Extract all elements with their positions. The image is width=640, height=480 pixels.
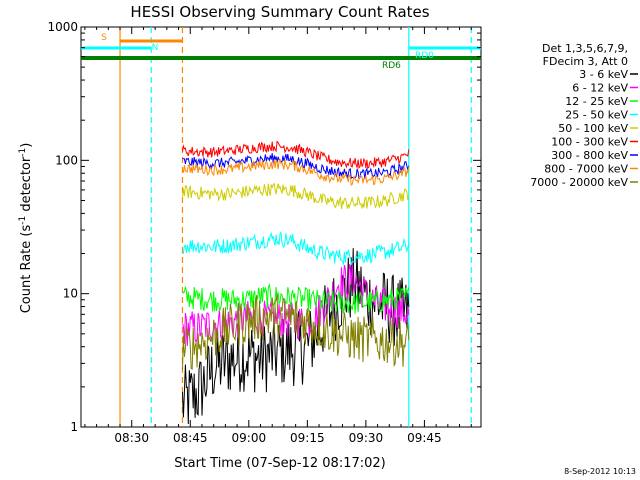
- legend-entry-label: 6 - 12 keV: [572, 82, 628, 95]
- flag-label-n: N: [152, 43, 159, 53]
- x-tick-label: 09:15: [290, 431, 325, 445]
- y-tick-label: 10: [63, 287, 78, 301]
- y-axis-label-end: ): [19, 143, 34, 148]
- chart-title: HESSI Observing Summary Count Rates: [130, 3, 429, 21]
- legend-entry-label: 800 - 7000 keV: [544, 163, 628, 176]
- legend-entry-label: 3 - 6 keV: [579, 68, 628, 81]
- time-markers: [119, 27, 472, 427]
- timestamp: 8-Sep-2012 10:13: [564, 467, 636, 476]
- flag-label-rd0: RD0: [415, 51, 434, 61]
- legend-entry-label: 100 - 300 keV: [551, 136, 628, 149]
- flag-bars: S N RD0 RD6: [81, 33, 481, 71]
- y-axis-label-exp1: -1: [18, 216, 28, 225]
- series-line-6: [182, 153, 410, 181]
- x-tick-label: 08:30: [114, 431, 149, 445]
- series-line-4: [182, 182, 410, 210]
- axis-ticks: 08:30 08:45 09:00 09:15 09:30 09:45 1 10 100 1000: [47, 20, 481, 445]
- flag-label-s: S: [101, 33, 107, 43]
- x-tick-label: 09:00: [232, 431, 267, 445]
- y-tick-label: 1000: [47, 20, 78, 34]
- x-tick-label: 09:45: [407, 431, 442, 445]
- series-line-8: [182, 294, 410, 370]
- legend-entry-label: 50 - 100 keV: [558, 122, 628, 135]
- legend-entry-label: 12 - 25 keV: [565, 95, 628, 108]
- y-axis-label-exp2: -1: [18, 148, 28, 157]
- plot-frame: [80, 26, 482, 428]
- legend: Det 1,3,5,6,7,9,FDecim 3, Att 03 - 6 keV…: [530, 42, 638, 189]
- y-axis-label: Count Rate (s-1 detector-1): [18, 143, 34, 314]
- x-tick-label: 08:45: [173, 431, 208, 445]
- plot-border: [80, 26, 482, 428]
- legend-entry-label: 300 - 800 keV: [551, 149, 628, 162]
- series-line-5: [182, 140, 410, 170]
- series-line-3: [182, 230, 410, 266]
- x-axis-label: Start Time (07-Sep-12 08:17:02): [174, 456, 385, 471]
- legend-entry-label: 25 - 50 keV: [565, 109, 628, 122]
- y-tick-label: 1: [70, 420, 78, 434]
- y-axis-label-mid: detector: [19, 156, 34, 216]
- legend-header-line: FDecim 3, Att 0: [543, 55, 628, 68]
- x-tick-label: 09:30: [349, 431, 384, 445]
- series-line-7: [182, 157, 410, 186]
- series-layer: [182, 140, 410, 425]
- y-tick-label: 100: [55, 153, 78, 167]
- y-axis-label-base: Count Rate (s: [19, 225, 34, 314]
- legend-header-line: Det 1,3,5,6,7,9,: [542, 42, 628, 55]
- flag-label-rd6: RD6: [382, 61, 401, 71]
- legend-entry-label: 7000 - 20000 keV: [530, 176, 628, 189]
